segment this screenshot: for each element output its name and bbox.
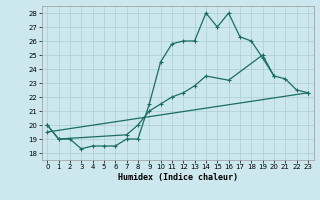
X-axis label: Humidex (Indice chaleur): Humidex (Indice chaleur) [118, 173, 237, 182]
